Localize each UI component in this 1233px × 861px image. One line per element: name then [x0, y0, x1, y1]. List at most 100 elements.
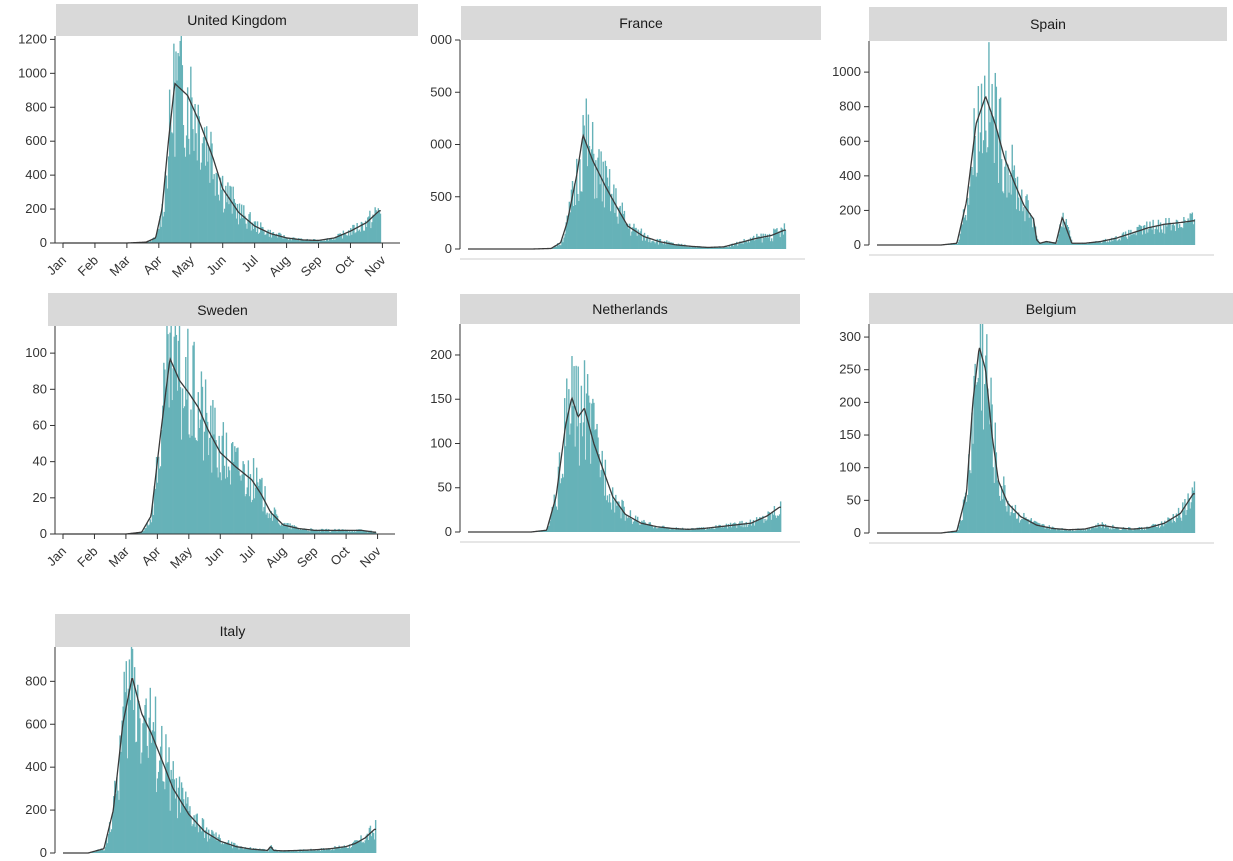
bar: [662, 525, 664, 532]
bar: [553, 246, 556, 249]
bar: [322, 529, 325, 534]
bar: [579, 423, 582, 532]
bar: [651, 526, 654, 532]
bar: [652, 528, 655, 532]
bar: [998, 98, 1001, 245]
bar: [767, 237, 770, 249]
bars-series: [128, 36, 382, 244]
bar: [570, 423, 572, 532]
bar: [684, 244, 686, 249]
bar: [1020, 197, 1022, 245]
bar: [210, 405, 212, 534]
y-tick-label: 800: [25, 99, 47, 114]
bar: [166, 763, 168, 853]
bar: [235, 218, 238, 243]
bar: [236, 448, 238, 534]
bar: [296, 851, 299, 853]
bar: [257, 482, 259, 534]
bar: [593, 402, 595, 532]
bar: [1043, 242, 1045, 245]
bar: [232, 442, 234, 534]
bar: [136, 741, 138, 853]
bar: [1017, 197, 1020, 245]
bar: [230, 443, 233, 534]
bar: [198, 427, 201, 534]
bar: [668, 528, 670, 532]
y-tick-label: 1000: [18, 65, 47, 80]
bar: [174, 156, 176, 243]
bar: [621, 202, 624, 249]
bar: [249, 474, 252, 534]
bar: [631, 523, 634, 532]
bar: [697, 527, 699, 532]
bar: [1026, 194, 1028, 245]
bar: [324, 850, 327, 853]
bar: [993, 162, 995, 245]
bar: [179, 40, 181, 243]
bar: [630, 519, 633, 532]
bar: [1151, 524, 1153, 533]
bar: [1067, 530, 1070, 533]
bar: [1105, 242, 1108, 245]
bar: [156, 778, 159, 853]
bar: [717, 526, 719, 532]
bar: [978, 151, 981, 245]
bar: [648, 242, 650, 249]
bar: [750, 525, 753, 532]
bar: [245, 848, 247, 853]
bar: [1061, 528, 1063, 533]
bar: [556, 509, 559, 532]
bar: [714, 247, 717, 249]
bar: [1062, 212, 1064, 245]
bar: [341, 238, 344, 243]
bar: [1029, 519, 1031, 533]
bar: [233, 198, 235, 243]
bar: [736, 527, 738, 532]
bar: [270, 845, 273, 853]
bar: [638, 523, 640, 532]
bar: [171, 400, 173, 534]
bar: [308, 850, 310, 853]
bar: [745, 521, 747, 532]
bar: [624, 520, 626, 532]
bar: [1131, 530, 1133, 533]
bar: [261, 477, 263, 534]
bar: [291, 237, 294, 243]
bar: [158, 760, 161, 853]
bar: [167, 761, 169, 853]
bar: [1155, 225, 1158, 245]
bar: [658, 526, 661, 532]
bar: [1099, 241, 1101, 245]
bar: [607, 502, 610, 532]
bar: [242, 849, 244, 853]
bar: [708, 247, 710, 249]
bar: [956, 530, 958, 533]
bar: [661, 527, 663, 532]
bar: [743, 523, 745, 532]
bar: [379, 213, 382, 243]
y-tick-label: 0: [40, 235, 47, 250]
bar: [128, 659, 131, 853]
bar: [611, 193, 613, 249]
bar: [100, 848, 102, 853]
bar: [756, 521, 759, 532]
bar: [231, 213, 233, 243]
bar: [692, 246, 694, 249]
bar: [1170, 230, 1172, 245]
bar: [1184, 219, 1186, 245]
bar: [163, 362, 165, 534]
bar: [552, 508, 554, 532]
y-tick-label: 0: [40, 526, 47, 541]
bar: [626, 518, 628, 532]
bar: [763, 237, 765, 249]
bar: [605, 500, 608, 532]
bar: [775, 229, 777, 249]
bar: [1072, 530, 1075, 533]
bar: [229, 185, 231, 243]
bar: [649, 522, 651, 532]
bar: [1175, 219, 1178, 245]
bar: [1069, 529, 1072, 533]
bar: [266, 850, 268, 853]
bar: [316, 848, 318, 853]
